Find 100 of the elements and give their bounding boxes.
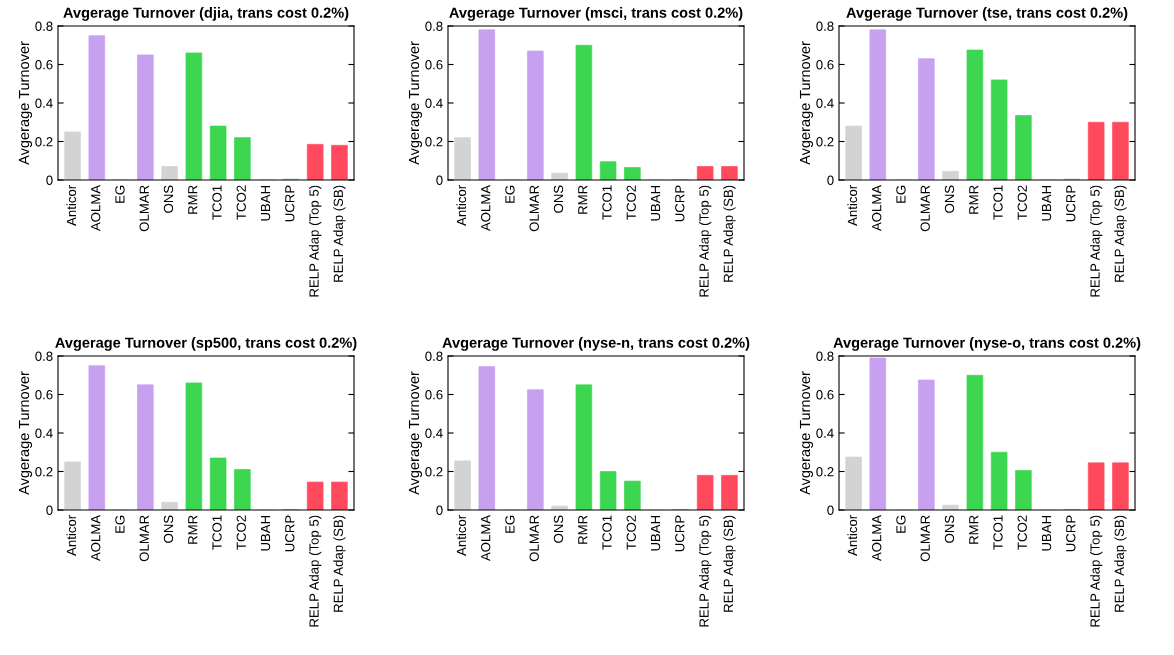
y-tick-label: 0.8 — [816, 351, 834, 361]
x-tick-label: RMR — [188, 185, 198, 214]
x-tick-label: EG — [896, 515, 906, 533]
x-tick-label: ONS — [944, 515, 955, 543]
y-axis-title: Avgerage Turnover — [18, 371, 33, 495]
x-tick-label: TCO1 — [212, 515, 222, 550]
x-tick-label: EG — [896, 185, 906, 203]
y-axis-title: Avgerage Turnover — [408, 41, 423, 165]
x-tick-label: UCRP — [1066, 185, 1076, 222]
x-tick-label: OLMAR — [529, 515, 539, 562]
chart-title: Avgerage Turnover (msci, trans cost 0.2%) — [449, 7, 743, 21]
y-tick-label: 0.2 — [816, 137, 834, 147]
y-tick-label: 0 — [46, 505, 53, 515]
x-tick-label: UCRP — [285, 515, 295, 552]
x-tick-label: UBAH — [1041, 515, 1052, 551]
x-tick-label: Anticor — [847, 515, 858, 556]
x-tick-label: TCO1 — [602, 515, 612, 550]
x-tick-label: UCRP — [1066, 515, 1076, 552]
y-tick-label: 0.2 — [425, 137, 443, 147]
x-tick-label: TCO1 — [993, 515, 1003, 550]
y-tick-label: 0 — [436, 175, 443, 185]
x-tick-label: RELP Adap (SB) — [723, 515, 736, 612]
x-tick-label: TCO2 — [1017, 515, 1027, 550]
x-tick-label: ONS — [553, 515, 564, 543]
x-tick-label: Anticor — [847, 185, 858, 226]
x-tick-label: UBAH — [1041, 185, 1052, 221]
x-tick-label: RELP Adap (Top 5) — [1090, 515, 1103, 627]
x-tick-label: AOLMA — [872, 184, 882, 232]
x-tick-label: AOLMA — [872, 514, 882, 562]
x-tick-label: RMR — [578, 515, 588, 544]
y-tick-label: 0.6 — [35, 390, 53, 400]
x-tick-label: EG — [115, 515, 125, 533]
x-tick-label: Anticor — [456, 185, 467, 226]
x-tick-label: TCO2 — [236, 515, 246, 550]
y-tick-label: 0.6 — [816, 390, 834, 400]
x-tick-label: ONS — [944, 185, 955, 213]
chart-title: Avgerage Turnover (nyse-o, trans cost 0.2%) — [833, 337, 1141, 351]
x-tick-label: RELP Adap (Top 5) — [699, 185, 712, 297]
x-tick-label: UBAH — [650, 185, 661, 221]
y-axis-title: Avgerage Turnover — [408, 371, 423, 495]
chart-title: Avgerage Turnover (djia, trans cost 0.2%) — [63, 7, 349, 21]
y-tick-label: 0.6 — [35, 60, 53, 70]
chart-title: Avgerage Turnover (tse, trans cost 0.2%) — [846, 7, 1128, 21]
x-tick-label: RELP Adap (SB) — [333, 185, 346, 282]
y-tick-label: 0.8 — [816, 21, 834, 31]
x-tick-label: RMR — [578, 185, 588, 214]
x-tick-label: OLMAR — [139, 515, 149, 562]
y-axis-title: Avgerage Turnover — [799, 371, 814, 495]
x-tick-label: OLMAR — [920, 515, 930, 562]
y-tick-label: 0.4 — [35, 98, 53, 108]
x-tick-label: EG — [115, 185, 125, 203]
x-tick-label: RMR — [188, 515, 198, 544]
x-tick-label: RELP Adap (SB) — [1114, 515, 1127, 612]
x-tick-label: ONS — [163, 185, 174, 213]
x-tick-label: AOLMA — [481, 184, 491, 232]
x-tick-label: EG — [505, 185, 515, 203]
y-axis-title: Avgerage Turnover — [18, 41, 33, 165]
y-tick-label: 0.6 — [425, 60, 443, 70]
y-tick-label: 0.8 — [425, 21, 443, 31]
y-tick-label: 0.4 — [35, 428, 53, 438]
x-tick-label: RELP Adap (Top 5) — [309, 515, 322, 627]
y-tick-label: 0.4 — [425, 428, 443, 438]
chart-title: Avgerage Turnover (nyse-n, trans cost 0.2%) — [442, 337, 750, 351]
x-tick-label: AOLMA — [481, 514, 491, 562]
chart-title: Avgerage Turnover (sp500, trans cost 0.2%) — [55, 337, 357, 351]
y-tick-label: 0.8 — [425, 351, 443, 361]
x-tick-label: Anticor — [456, 515, 467, 556]
x-tick-label: TCO2 — [236, 185, 246, 220]
x-tick-label: RELP Adap (SB) — [723, 185, 736, 282]
x-tick-label: UBAH — [650, 515, 661, 551]
x-tick-label: UBAH — [260, 185, 271, 221]
x-tick-label: ONS — [553, 185, 564, 213]
y-tick-label: 0.6 — [816, 60, 834, 70]
x-tick-label: TCO1 — [993, 185, 1003, 220]
x-tick-label: AOLMA — [91, 514, 101, 562]
y-axis-title: Avgerage Turnover — [799, 41, 814, 165]
x-tick-label: RELP Adap (SB) — [333, 515, 346, 612]
y-tick-label: 0.2 — [816, 467, 834, 477]
x-tick-label: RMR — [969, 515, 979, 544]
x-tick-label: OLMAR — [139, 185, 149, 232]
x-tick-label: RELP Adap (Top 5) — [699, 515, 712, 627]
y-tick-label: 0 — [827, 175, 834, 185]
x-tick-label: TCO2 — [626, 515, 636, 550]
x-tick-label: UBAH — [260, 515, 271, 551]
y-tick-label: 0.2 — [425, 467, 443, 477]
y-tick-label: 0.8 — [35, 21, 53, 31]
y-tick-label: 0.2 — [35, 467, 53, 477]
x-tick-label: UCRP — [285, 185, 295, 222]
x-tick-label: UCRP — [675, 185, 685, 222]
x-tick-label: RELP Adap (Top 5) — [1090, 185, 1103, 297]
x-tick-label: TCO2 — [1017, 185, 1027, 220]
y-tick-label: 0.4 — [816, 428, 834, 438]
x-tick-label: AOLMA — [91, 184, 101, 232]
y-tick-label: 0 — [436, 505, 443, 515]
x-tick-label: Anticor — [66, 515, 77, 556]
x-tick-label: TCO2 — [626, 185, 636, 220]
x-tick-label: UCRP — [675, 515, 685, 552]
x-tick-label: OLMAR — [529, 185, 539, 232]
y-tick-label: 0 — [46, 175, 53, 185]
x-tick-label: RELP Adap (SB) — [1114, 185, 1127, 282]
